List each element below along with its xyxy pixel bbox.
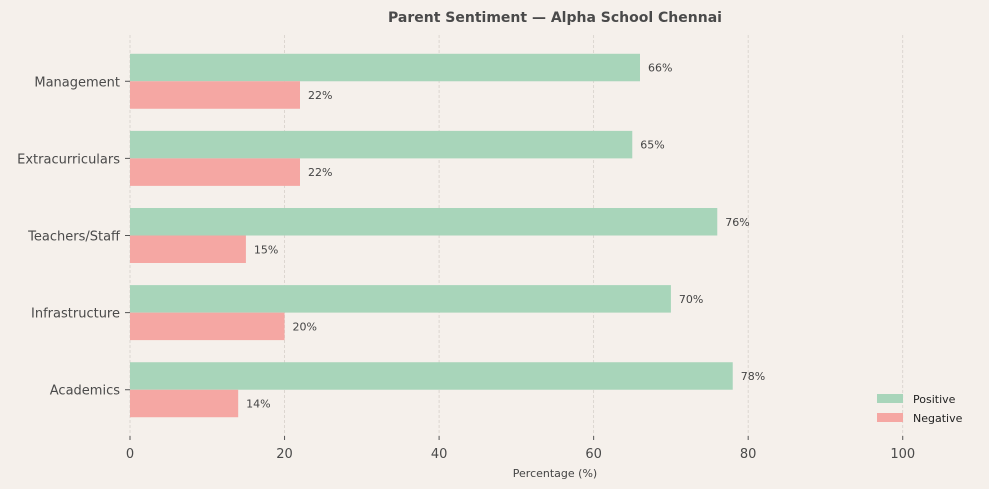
y-tick-label: Academics — [50, 384, 120, 399]
data-label: 22% — [308, 89, 332, 102]
bar-negative — [130, 389, 239, 418]
bar-positive — [130, 208, 718, 236]
data-label: 22% — [308, 166, 332, 179]
y-tick-label: Extracurriculars — [17, 152, 120, 167]
x-tick-label: 60 — [585, 447, 602, 462]
x-tick-label: 100 — [890, 447, 915, 462]
x-tick-label: 80 — [740, 447, 757, 462]
bar-negative — [130, 81, 300, 109]
bar-positive — [130, 53, 640, 82]
bar-negative — [130, 312, 285, 341]
data-label: 15% — [254, 243, 278, 256]
data-label: 66% — [648, 62, 672, 75]
x-tick-label: 20 — [276, 447, 293, 462]
bar-negative — [130, 158, 300, 186]
x-axis-label: Percentage (%) — [513, 467, 597, 480]
legend-label: Positive — [913, 393, 956, 406]
data-label: 65% — [640, 139, 664, 152]
y-tick-label: Teachers/Staff — [27, 230, 121, 245]
bar-positive — [130, 285, 671, 313]
data-label: 14% — [246, 397, 270, 410]
bar-positive — [130, 130, 633, 159]
data-label: 76% — [725, 216, 749, 229]
y-tick-label: Management — [34, 75, 120, 90]
bar-negative — [130, 235, 246, 263]
data-label: 78% — [741, 370, 765, 383]
bar-positive — [130, 362, 733, 390]
legend-swatch-negative — [877, 413, 903, 422]
legend-swatch-positive — [877, 394, 903, 403]
x-tick-label: 40 — [431, 447, 448, 462]
x-tick-label: 0 — [126, 447, 134, 462]
legend-label: Negative — [913, 412, 963, 425]
data-label: 20% — [293, 320, 317, 333]
y-tick-label: Infrastructure — [31, 307, 120, 322]
chart-title: Parent Sentiment — Alpha School Chennai — [388, 10, 722, 26]
legend: Positive Negative — [877, 393, 963, 425]
data-label: 70% — [679, 293, 703, 306]
